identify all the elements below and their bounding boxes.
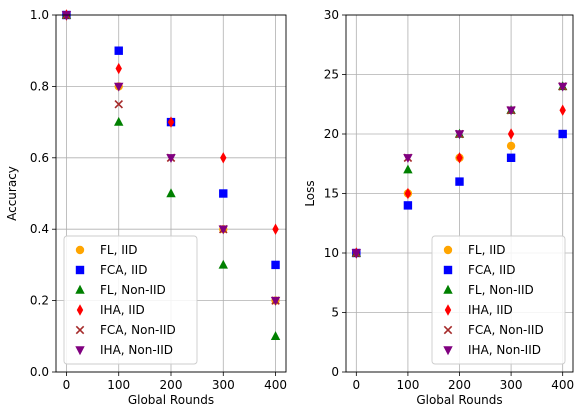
legend-label: FL, IID [100,243,138,257]
chart-panel-2: 0 100 200 300 400 0 5 10 15 20 25 30 Global Rounds Lo… [303,8,574,407]
data-point [114,82,124,92]
data-point [507,128,515,140]
legend-label: FL, IID [468,243,506,257]
x-tick-label: 300 [500,378,523,392]
x-marker-stroke [75,325,85,335]
legend-box [431,235,566,365]
data-point [218,225,228,235]
legend-label: IHA, IID [468,303,513,317]
x-tick-label: 100 [396,378,419,392]
data-point [559,104,566,116]
x-marker-stroke [114,99,123,109]
y-tick-label: 20 [324,127,339,141]
series-6 [61,11,281,306]
legend-label: IHA, IID [100,303,145,317]
legend-label: IHA, Non-IID [468,343,541,357]
data-point [404,187,412,200]
legend: FL, IID FCA, IID FL, Non-IID IHA, IID FCA, N… [63,235,198,365]
data-point [403,154,413,163]
legend-marker [75,284,85,294]
data-point [114,46,123,55]
legend: FL, IID FCA, IID FL, Non-IID IHA, IID FCA, N… [431,235,566,365]
y-tick-label: 1.0 [30,8,49,22]
data-point [272,223,279,235]
data-point [167,116,175,128]
data-point [351,249,362,259]
plot-frame [345,14,574,373]
legend-label: FL, Non-IID [100,283,166,297]
data-point [219,189,228,198]
legend-marker [75,245,85,255]
y-tick-label: 10 [324,246,339,260]
y-tick-label: 0.6 [30,151,49,165]
data-point [114,116,124,126]
legend-label: FCA, Non-IID [468,323,544,337]
x-tick-label: 200 [448,378,471,392]
data-point [220,152,227,164]
data-point [557,82,568,92]
data-point [558,129,567,139]
x-tick-label: 400 [551,378,574,392]
data-point [114,99,123,109]
x-axis-label: Global Rounds [416,393,502,407]
y-tick-label: 0.8 [30,79,49,93]
legend-box [63,235,198,365]
legend-marker [443,346,453,356]
legend-marker [444,304,452,316]
data-point [403,201,413,210]
legend-label: FL, Non-IID [468,283,534,297]
legend-marker [76,304,84,316]
plot-frame [55,14,287,373]
legend-label: FCA, Non-IID [100,323,176,337]
series-6 [351,82,568,259]
x-marker-stroke [443,325,453,335]
y-tick-label: 25 [324,68,339,82]
data-point [456,152,463,164]
x-tick-label: 300 [212,378,235,392]
y-axis-label: Accuracy [5,166,19,221]
x-tick-label: 0 [63,378,71,392]
legend-marker [443,245,453,255]
legend-marker [75,325,85,335]
y-tick-label: 15 [324,187,339,201]
data-point [115,62,122,75]
data-point [270,296,281,306]
legend-marker [443,284,453,294]
x-axis-label: Global Rounds [128,393,214,407]
y-tick-label: 0 [331,365,339,379]
legend-marker [75,265,85,275]
legend-marker [75,346,85,356]
y-tick-label: 0.4 [30,222,49,236]
legend-marker [443,325,453,335]
y-tick-label: 0.2 [30,294,49,308]
data-point [166,154,176,163]
x-tick-label: 400 [264,378,287,392]
data-point [166,188,176,198]
data-point [455,177,464,186]
legend-label: FCA, IID [100,263,147,277]
data-point [270,331,281,340]
data-point [506,153,516,162]
y-tick-label: 5 [331,306,339,320]
y-axis-label: Loss [303,180,317,206]
data-point [403,164,413,174]
legend-label: IHA, Non-IID [100,343,173,357]
legend-marker [443,265,453,275]
data-point [506,141,516,151]
data-point [218,259,228,269]
y-tick-label: 0.0 [30,365,49,379]
x-tick-label: 200 [160,378,183,392]
y-tick-label: 30 [324,8,339,22]
chart-panel-1: 0 100 200 300 400 0.0 0.2 0.4 0.6 0.8 1.0 Global Ro… [5,8,287,407]
x-tick-label: 100 [107,378,130,392]
x-tick-label: 0 [352,378,360,392]
data-point [271,260,280,270]
data-point [506,106,516,116]
legend-label: FCA, IID [468,263,515,277]
data-point [61,11,72,21]
data-point [454,130,465,140]
